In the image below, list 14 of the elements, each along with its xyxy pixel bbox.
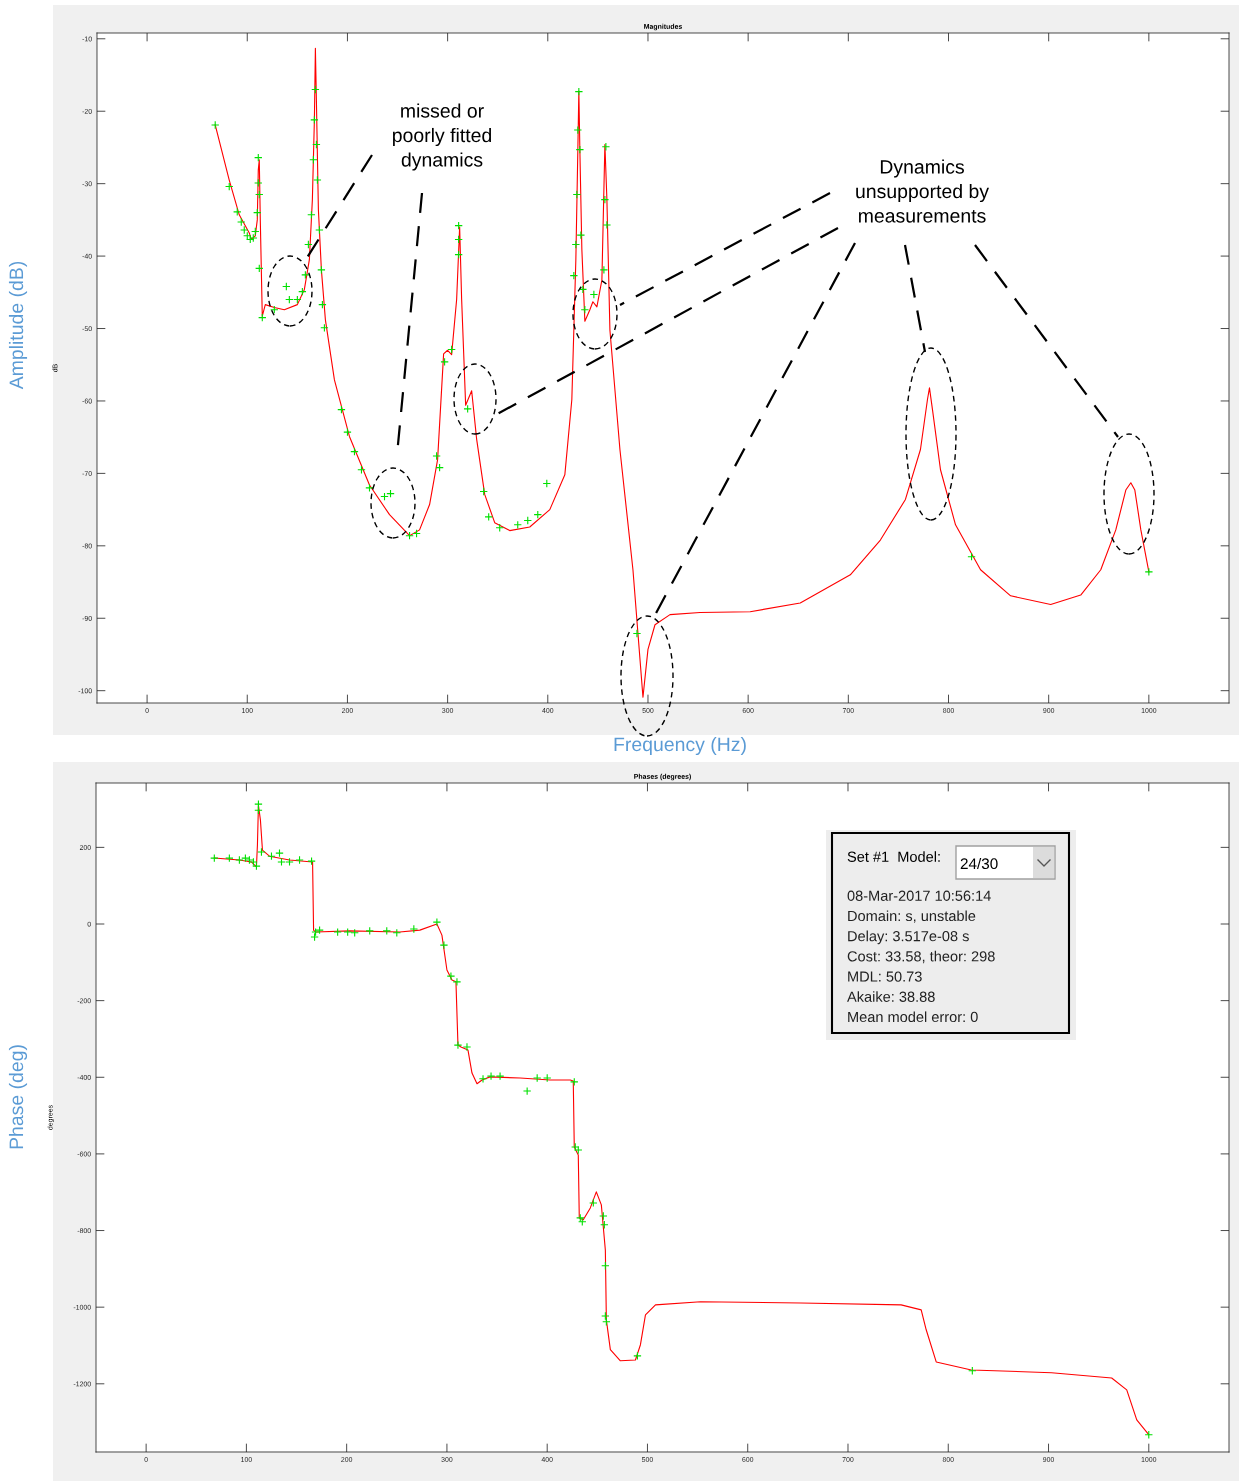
annotation: Akaike: 38.88 (847, 991, 935, 1002)
annotation: Delay: 3.517e-08 s (848, 930, 969, 945)
annotation: Domain: s, unstable (848, 910, 976, 923)
annotation: Set #1 Model: (847, 851, 940, 862)
text: Frequency (Hz) (614, 736, 746, 756)
annotation: 08-Mar-2017 10:56:14 (847, 890, 991, 901)
text: Amplitude (dB) (8, 261, 28, 390)
annotation: Dynamics unsupported by measurements (856, 159, 989, 223)
text: Phase (deg) (8, 1045, 28, 1149)
annotation: missed or poorly fitted dynamics (393, 103, 492, 171)
annotation: MDL: 50.73 (848, 971, 922, 982)
annotation: Cost: 33.58, theor: 298 (847, 950, 995, 964)
annotation: Mean model error: 0 (848, 1011, 978, 1023)
annotation: 24/30 (960, 857, 998, 870)
